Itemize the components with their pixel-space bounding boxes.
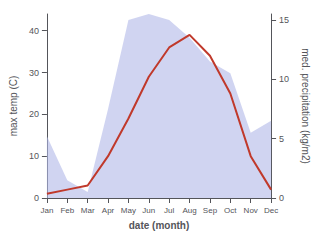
svg-text:40: 40 — [29, 26, 39, 36]
svg-text:May: May — [121, 206, 136, 215]
svg-text:20: 20 — [29, 109, 39, 119]
svg-text:Nov: Nov — [244, 206, 258, 215]
svg-text:Mar: Mar — [81, 206, 95, 215]
svg-text:10: 10 — [29, 151, 39, 161]
svg-text:Dec: Dec — [264, 206, 278, 215]
svg-text:0: 0 — [279, 193, 284, 203]
svg-text:5: 5 — [279, 134, 284, 144]
svg-text:15: 15 — [279, 15, 289, 25]
svg-text:Jul: Jul — [164, 206, 174, 215]
svg-text:Oct: Oct — [224, 206, 237, 215]
svg-text:30: 30 — [29, 68, 39, 78]
svg-text:max temp (C): max temp (C) — [8, 76, 19, 137]
svg-text:Sep: Sep — [203, 206, 218, 215]
svg-text:date (month): date (month) — [129, 220, 190, 231]
svg-text:Feb: Feb — [60, 206, 74, 215]
svg-text:10: 10 — [279, 74, 289, 84]
svg-text:Apr: Apr — [102, 206, 115, 215]
svg-text:med. precipitation (kg/m2): med. precipitation (kg/m2) — [300, 48, 311, 164]
svg-text:Aug: Aug — [182, 206, 196, 215]
svg-text:0: 0 — [34, 193, 39, 203]
svg-text:Jun: Jun — [142, 206, 155, 215]
svg-text:Jan: Jan — [40, 206, 53, 215]
